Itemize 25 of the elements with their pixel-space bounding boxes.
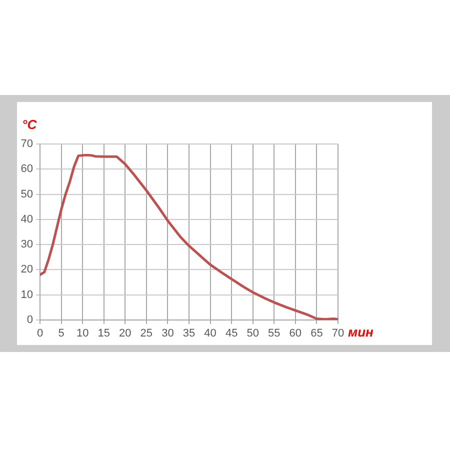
y-tick-label: 10 [20, 288, 33, 301]
x-axis-title: мин [348, 324, 374, 340]
x-tick-label: 65 [310, 328, 323, 340]
x-tick-label: 15 [98, 328, 110, 340]
x-tick-label: 30 [162, 328, 174, 340]
x-tick-label: 70 [332, 328, 344, 340]
y-tick-label: 20 [20, 264, 33, 276]
x-tick-label: 50 [246, 328, 259, 340]
x-tick-label: 35 [182, 328, 196, 340]
x-tick-label: 5 [58, 328, 64, 340]
x-tick-label: 55 [268, 328, 280, 340]
y-tick-label: 50 [20, 188, 33, 200]
y-tick-label: 70 [20, 138, 33, 150]
y-axis-title: °C [22, 117, 38, 132]
y-tick-label: 60 [20, 163, 33, 176]
x-tick-label: 45 [225, 328, 238, 340]
y-tick-label: 0 [26, 314, 33, 326]
x-tick-label: 40 [204, 328, 216, 340]
x-tick-label: 25 [140, 328, 153, 340]
y-tick-label: 30 [20, 238, 33, 251]
y-tick-label: 40 [20, 213, 33, 226]
x-tick-label: 60 [289, 328, 302, 340]
x-tick-label: 10 [76, 328, 89, 340]
x-tick-label: 0 [36, 328, 44, 340]
x-tick-label: 20 [119, 328, 132, 340]
